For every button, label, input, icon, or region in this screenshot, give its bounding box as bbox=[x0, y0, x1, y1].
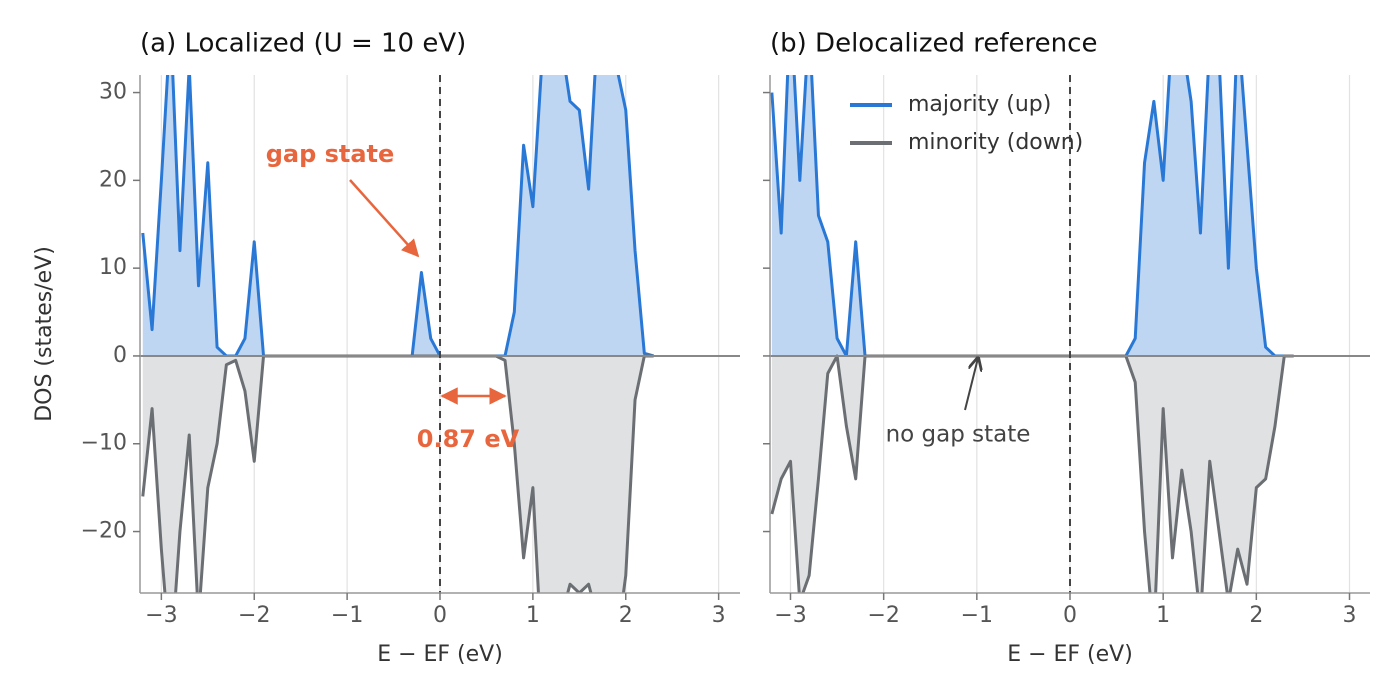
legend-label: minority (down) bbox=[908, 130, 1083, 155]
x-tick-label: 2 bbox=[1249, 603, 1263, 628]
x-tick-label: 3 bbox=[1343, 603, 1357, 628]
panel-title: (a) Localized (U = 10 eV) bbox=[140, 29, 466, 59]
x-tick-label: −3 bbox=[774, 603, 806, 628]
annotation: gap state bbox=[266, 140, 395, 168]
y-axis-label: DOS (states/eV) bbox=[32, 246, 57, 422]
x-tick-label: 0 bbox=[1063, 603, 1077, 628]
area-fill bbox=[771, 75, 1294, 356]
annotation: 0.87 eV bbox=[417, 425, 520, 453]
x-tick-label: −2 bbox=[867, 603, 899, 628]
y-tick-label: 30 bbox=[99, 80, 127, 105]
y-tick-label: 20 bbox=[99, 167, 127, 192]
annotation-arrow bbox=[964, 358, 978, 411]
plot-area bbox=[141, 75, 655, 593]
x-tick-label: −3 bbox=[145, 603, 177, 628]
x-tick-label: −2 bbox=[238, 603, 270, 628]
area-fill bbox=[142, 355, 654, 593]
x-tick-label: 1 bbox=[1156, 603, 1170, 628]
x-axis-label: E − EF (eV) bbox=[377, 642, 503, 667]
x-tick-label: −1 bbox=[961, 603, 993, 628]
x-tick-label: −1 bbox=[331, 603, 363, 628]
y-tick-label: 0 bbox=[113, 343, 127, 368]
annotation-arrow bbox=[349, 179, 420, 258]
y-tick-label: 10 bbox=[99, 255, 127, 280]
area-fill bbox=[142, 75, 654, 356]
x-tick-label: 3 bbox=[712, 603, 726, 628]
x-tick-label: 2 bbox=[619, 603, 633, 628]
x-axis-label: E − EF (eV) bbox=[1007, 642, 1133, 667]
annotation: no gap state bbox=[886, 422, 1031, 448]
x-tick-label: 1 bbox=[526, 603, 540, 628]
area-fill bbox=[771, 355, 1294, 593]
x-tick-label: 0 bbox=[433, 603, 447, 628]
legend-label: majority (up) bbox=[908, 92, 1051, 117]
annotations: gap state 0.87 eV no gap state bbox=[266, 140, 1031, 453]
y-tick-label: −20 bbox=[81, 519, 127, 544]
y-tick-label: −10 bbox=[81, 431, 127, 456]
panel-title: (b) Delocalized reference bbox=[770, 29, 1097, 59]
